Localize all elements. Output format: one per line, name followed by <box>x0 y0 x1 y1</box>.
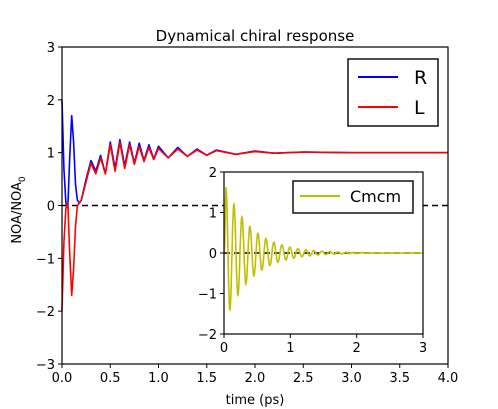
main-y-tick-label: −1 <box>36 252 55 267</box>
inset-x-ticks: 0 1 2 3 <box>220 334 427 356</box>
main-y-tick-label: 2 <box>47 94 55 109</box>
inset-y-tick-label: 2 <box>209 166 217 181</box>
x-axis-label: time (ps) <box>226 393 285 408</box>
main-series-group <box>61 99 448 312</box>
main-x-tick-label: 0.5 <box>100 371 121 386</box>
main-y-ticks: −3 −2 −1 0 1 2 3 <box>36 41 62 373</box>
series-line-l <box>61 141 448 312</box>
main-x-tick-label: 1.5 <box>196 371 217 386</box>
main-x-tick-label: 1.0 <box>148 371 169 386</box>
main-x-tick-label: 4.0 <box>438 371 459 386</box>
inset-y-tick-label: 1 <box>209 207 217 222</box>
inset-legend: Cmcm <box>292 180 414 214</box>
inset-x-tick-label: 1 <box>286 341 294 356</box>
inset-x-tick-label: 3 <box>419 341 427 356</box>
y-axis-label: NOA/NOA0 <box>10 176 28 244</box>
y-axis-label-main: NOA/NOA <box>10 182 25 244</box>
legend-label-cmcm: Cmcm <box>350 187 401 206</box>
main-x-tick-label: 2.0 <box>245 371 266 386</box>
inset-x-tick-label: 2 <box>353 341 361 356</box>
y-axis-label-subscript: 0 <box>18 176 28 182</box>
main-y-tick-label: 1 <box>47 147 55 162</box>
inset-y-tick-label: −1 <box>198 288 217 303</box>
inset-series-group <box>223 187 423 313</box>
inset-y-tick-label: 0 <box>209 247 217 262</box>
series-line-cmcm <box>223 187 423 313</box>
inset-y-ticks: −2 −1 0 1 2 <box>198 166 224 343</box>
main-x-ticks: 0.0 0.5 1.0 1.5 2.0 2.5 3.0 3.5 4.0 <box>52 364 459 386</box>
main-y-tick-label: 3 <box>47 41 55 56</box>
main-chart: Dynamical chiral response 0.0 0.5 1.0 1.5 2.… <box>10 27 458 408</box>
inset-chart: 0 1 2 3 −2 −1 0 1 2 Cmcm <box>198 166 427 356</box>
main-x-tick-label: 2.5 <box>293 371 314 386</box>
inset-y-tick-label: −2 <box>198 328 217 343</box>
legend-label-r: R <box>414 67 427 89</box>
chart-title: Dynamical chiral response <box>156 27 355 45</box>
legend-frame <box>347 58 439 127</box>
main-x-tick-label: 3.0 <box>341 371 362 386</box>
main-x-tick-label: 0.0 <box>52 371 73 386</box>
main-x-tick-label: 3.5 <box>389 371 410 386</box>
main-y-tick-label: 0 <box>47 200 55 215</box>
main-y-tick-label: −2 <box>36 305 55 320</box>
main-legend: R L <box>347 58 439 127</box>
inset-x-tick-label: 0 <box>220 341 228 356</box>
legend-label-l: L <box>414 97 425 119</box>
main-y-tick-label: −3 <box>36 358 55 373</box>
